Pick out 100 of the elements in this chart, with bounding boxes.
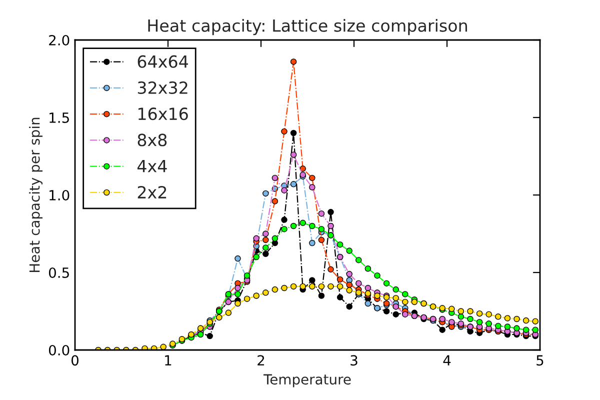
x-tick-label: 2 [258,355,264,366]
point [476,310,483,317]
point [328,208,334,216]
point [300,220,306,226]
point [346,287,352,294]
point [346,303,352,310]
point [439,326,446,333]
point [522,326,530,333]
point [356,256,362,264]
point [458,308,464,314]
point [532,326,538,333]
point [290,152,297,158]
point [374,292,380,299]
point [392,286,399,293]
point [234,300,241,307]
point [281,128,288,135]
point [364,300,372,307]
point [448,306,455,312]
point [300,283,306,290]
point [532,318,538,324]
chart-title: Heat capacity: Lattice size comparison [148,19,467,36]
x-tick-label: 5 [536,355,544,366]
point [346,282,352,288]
x-tick-label: 0 [71,355,78,366]
point [467,316,474,322]
point [234,291,241,298]
point [150,345,158,350]
point [142,345,148,350]
y-tick-label: 1.5 [50,112,69,123]
point [392,311,399,318]
point [522,317,530,324]
point [253,292,260,299]
legend-label: 32x32 [138,81,188,94]
point [309,222,316,230]
point [253,254,260,260]
point [272,174,278,182]
y-tick-label: 1.0 [50,190,70,200]
point [411,298,418,306]
point [328,283,334,290]
point [262,250,269,258]
point [356,280,362,286]
x-tick-label: 4 [443,355,451,366]
legend-label: 64x64 [138,55,188,68]
legend-label: 16x16 [138,108,188,120]
point [364,265,372,272]
point [364,284,372,292]
point [402,298,408,306]
point [504,315,511,322]
point [262,244,269,251]
point [244,272,250,279]
point [514,316,520,322]
point [458,314,464,320]
point [309,184,316,190]
point [495,322,502,330]
point [272,286,278,293]
point [346,270,352,278]
point [504,324,511,330]
point [272,198,278,204]
point [309,174,316,182]
point [374,272,380,279]
point [318,292,325,299]
point [476,318,483,326]
y-axis-title: Heat capacity per spin [29,118,42,272]
point [514,325,520,332]
point [262,236,269,244]
point [262,190,269,197]
point [336,241,344,248]
x-tick-label: 3 [350,355,358,366]
point [281,284,288,292]
point [318,283,325,290]
point [495,314,502,320]
point [467,308,474,314]
point [383,308,390,314]
point [486,320,492,327]
point [328,222,334,230]
point [290,283,297,290]
point [318,236,325,244]
point [309,277,316,284]
point [290,58,297,65]
point [272,235,278,242]
point [290,181,297,188]
point [262,290,269,296]
point [402,291,408,298]
point [234,284,241,292]
point [309,240,316,246]
y-tick-label: 2.0 [49,34,70,46]
point [225,310,232,316]
point [290,130,297,136]
point [328,266,334,273]
point [234,255,241,262]
y-tick-label: 0.5 [48,267,69,278]
point [281,226,288,232]
point [206,332,213,340]
point [290,222,297,230]
legend-label: 4x4 [137,160,167,172]
point [253,235,260,242]
point [439,316,446,322]
point [300,166,306,172]
legend-label: 8x8 [138,134,167,146]
point [281,216,288,223]
